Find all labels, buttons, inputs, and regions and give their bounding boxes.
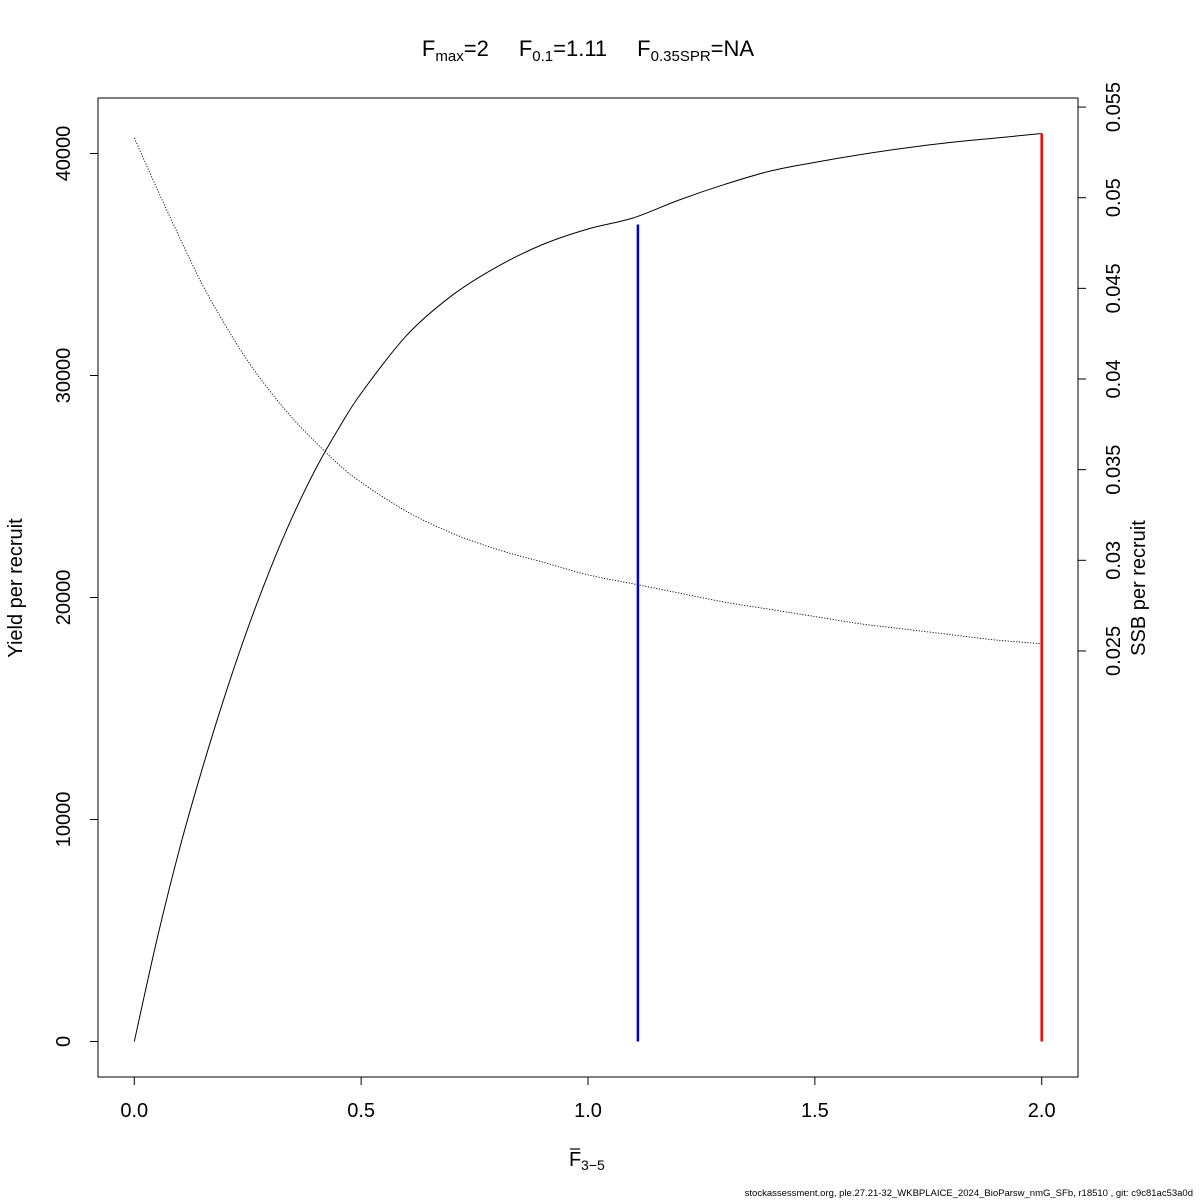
chart-title: Fmax=2 F0.1=1.11 F0.35SPR=NA [422, 36, 755, 65]
y-tick-label-right: 0.055 [1103, 82, 1125, 132]
y-tick-label-left: 40000 [53, 126, 75, 182]
x-tick-label: 1.0 [574, 1100, 602, 1122]
x-tick-label: 0.5 [347, 1100, 375, 1122]
x-tick-label: 2.0 [1028, 1100, 1056, 1122]
y-tick-label-right: 0.045 [1103, 263, 1125, 313]
svg-text:3−5: 3−5 [581, 1157, 605, 1173]
svg-text:F: F [569, 1149, 581, 1171]
y-tick-label-right: 0.04 [1103, 360, 1125, 399]
reference-lines-layer [636, 133, 1043, 1042]
x-tick-label: 1.5 [801, 1100, 829, 1122]
yield-per-recruit-line [133, 133, 1042, 1042]
y-tick-label-left: 30000 [53, 348, 75, 404]
y-tick-label-right: 0.03 [1103, 541, 1125, 580]
y-tick-label-right: 0.05 [1103, 178, 1125, 217]
y-tick-label-left: 0 [53, 1036, 75, 1047]
x-tick-label: 0.0 [120, 1100, 148, 1122]
plot-frame [97, 97, 1079, 1078]
y-tick-label-right: 0.035 [1103, 445, 1125, 495]
y-tick-label-left: 10000 [53, 792, 75, 848]
y-tick-label-left: 20000 [53, 570, 75, 626]
footer-source: stockassessment.org, ple.27.21-32_WKBPLA… [745, 1188, 1193, 1199]
y-axis-label-left: Yield per recruit [5, 518, 27, 658]
y-tick-label-right: 0.025 [1103, 626, 1125, 676]
x-axis-label: F 3−5 [569, 1148, 605, 1173]
y-axis-label-right: SSB per recruit [1128, 520, 1150, 656]
series-layer [133, 133, 1042, 1042]
